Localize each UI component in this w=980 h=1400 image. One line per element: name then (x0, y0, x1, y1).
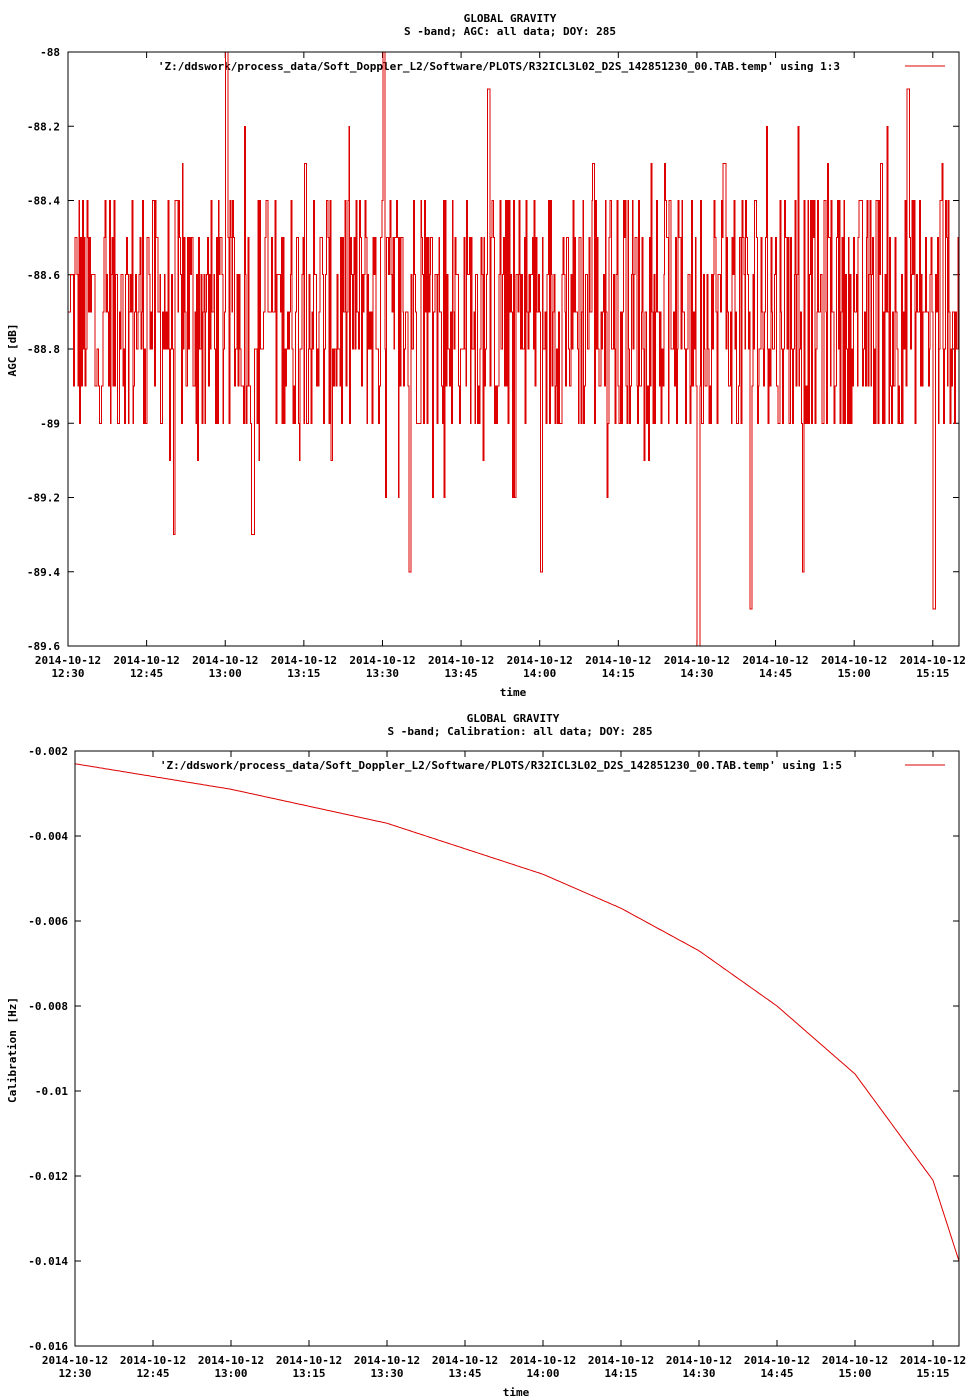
x-tick-label-date: 2014-10-12 (664, 654, 730, 667)
y-tick-label: -0.016 (28, 1340, 68, 1353)
x-tick-label-time: 15:00 (838, 1367, 871, 1380)
agc-plot-frame (67, 51, 960, 647)
x-tick-label-date: 2014-10-12 (900, 654, 966, 667)
y-tick-label: -0.004 (28, 830, 68, 843)
x-tick-label-date: 2014-10-12 (900, 1354, 966, 1367)
calibration-y-tick-labels: -0.002 -0.004 -0.006 -0.008 -0.01 -0.012 -0.01… (28, 745, 68, 1353)
x-tick-label-time: 12:30 (51, 667, 84, 680)
x-tick-label-time: 15:15 (916, 667, 949, 680)
x-tick-label-time: 12:45 (130, 667, 163, 680)
x-tick-label-time: 13:45 (445, 667, 478, 680)
x-tick-label-time: 15:15 (916, 1367, 949, 1380)
x-tick-label-date: 2014-10-12 (666, 1354, 732, 1367)
x-tick-label-time: 14:00 (526, 1367, 559, 1380)
calibration-y-axis-label: Calibration [Hz] (6, 997, 19, 1103)
x-tick-label-date: 2014-10-12 (821, 654, 887, 667)
calibration-x-axis-label: time (503, 1386, 530, 1399)
agc-chart: GLOBAL GRAVITY S -band; AGC: all data; D… (6, 12, 966, 699)
x-tick-label-date: 2014-10-12 (198, 1354, 264, 1367)
y-tick-label: -88 (40, 46, 60, 59)
calibration-series-line (74, 763, 960, 1262)
x-tick-label-date: 2014-10-12 (428, 654, 494, 667)
x-tick-label-time: 13:45 (448, 1367, 481, 1380)
x-tick-label-time: 14:30 (682, 1367, 715, 1380)
x-tick-label-date: 2014-10-12 (42, 1354, 108, 1367)
x-tick-label-date: 2014-10-12 (507, 654, 573, 667)
x-tick-label-time: 13:00 (209, 667, 242, 680)
x-tick-label-time: 14:00 (523, 667, 556, 680)
agc-legend-label: 'Z:/ddswork/process_data/Soft_Doppler_L2… (158, 60, 840, 73)
y-tick-label: -0.01 (35, 1085, 68, 1098)
y-tick-label: -89.4 (27, 566, 60, 579)
x-tick-label-time: 14:15 (604, 1367, 637, 1380)
agc-chart-title: GLOBAL GRAVITY (464, 12, 557, 25)
agc-y-axis-label: AGC [dB] (6, 324, 19, 377)
x-tick-label-date: 2014-10-12 (276, 1354, 342, 1367)
y-tick-label: -0.012 (28, 1170, 68, 1183)
x-tick-label-time: 13:15 (292, 1367, 325, 1380)
x-tick-label-date: 2014-10-12 (35, 654, 101, 667)
x-tick-label-time: 12:30 (58, 1367, 91, 1380)
x-tick-label-date: 2014-10-12 (120, 1354, 186, 1367)
agc-x-tick-labels: 2014-10-1212:302014-10-1212:452014-10-12… (35, 654, 966, 680)
y-tick-label: -0.014 (28, 1255, 68, 1268)
agc-chart-subtitle: S -band; AGC: all data; DOY: 285 (404, 25, 616, 38)
x-tick-label-date: 2014-10-12 (271, 654, 337, 667)
x-tick-label-time: 13:30 (366, 667, 399, 680)
y-tick-label: -89.2 (27, 492, 60, 505)
calibration-plot-frame (74, 750, 960, 1347)
x-tick-label-date: 2014-10-12 (114, 654, 180, 667)
y-tick-label: -0.008 (28, 1000, 68, 1013)
calibration-x-tick-labels: 2014-10-1212:302014-10-1212:452014-10-12… (42, 1354, 966, 1380)
agc-series-line (68, 51, 960, 647)
x-tick-label-date: 2014-10-12 (742, 654, 808, 667)
y-tick-label: -89 (40, 417, 60, 430)
x-tick-label-date: 2014-10-12 (510, 1354, 576, 1367)
x-tick-label-time: 13:00 (214, 1367, 247, 1380)
agc-x-axis-label: time (500, 686, 527, 699)
x-tick-label-date: 2014-10-12 (585, 654, 651, 667)
y-tick-label: -88.6 (27, 269, 60, 282)
x-tick-label-date: 2014-10-12 (744, 1354, 810, 1367)
x-tick-label-date: 2014-10-12 (822, 1354, 888, 1367)
x-tick-label-date: 2014-10-12 (588, 1354, 654, 1367)
x-tick-label-date: 2014-10-12 (349, 654, 415, 667)
x-tick-label-time: 14:15 (602, 667, 635, 680)
x-tick-label-time: 13:15 (287, 667, 320, 680)
x-tick-label-date: 2014-10-12 (354, 1354, 420, 1367)
calibration-chart-title: GLOBAL GRAVITY (467, 712, 560, 725)
y-tick-label: -0.002 (28, 745, 68, 758)
y-tick-label: -0.006 (28, 915, 68, 928)
x-tick-label-time: 14:45 (759, 667, 792, 680)
x-tick-label-time: 14:30 (680, 667, 713, 680)
x-tick-label-time: 13:30 (370, 1367, 403, 1380)
x-tick-label-time: 12:45 (136, 1367, 169, 1380)
calibration-chart-subtitle: S -band; Calibration: all data; DOY: 285 (388, 725, 653, 738)
y-tick-label: -88.4 (27, 195, 60, 208)
x-tick-label-time: 15:00 (838, 667, 871, 680)
y-tick-label: -88.2 (27, 120, 60, 133)
x-tick-label-time: 14:45 (760, 1367, 793, 1380)
x-tick-label-date: 2014-10-12 (432, 1354, 498, 1367)
calibration-chart: GLOBAL GRAVITY S -band; Calibration: all… (6, 712, 966, 1399)
agc-y-tick-labels: -88 -88.2 -88.4 -88.6 -88.8 -89 -89.2 -89.4 -89.… (27, 46, 60, 653)
x-tick-label-date: 2014-10-12 (192, 654, 258, 667)
y-tick-label: -88.8 (27, 343, 60, 356)
y-tick-label: -89.6 (27, 640, 60, 653)
calibration-legend-label: 'Z:/ddswork/process_data/Soft_Doppler_L2… (160, 759, 842, 772)
